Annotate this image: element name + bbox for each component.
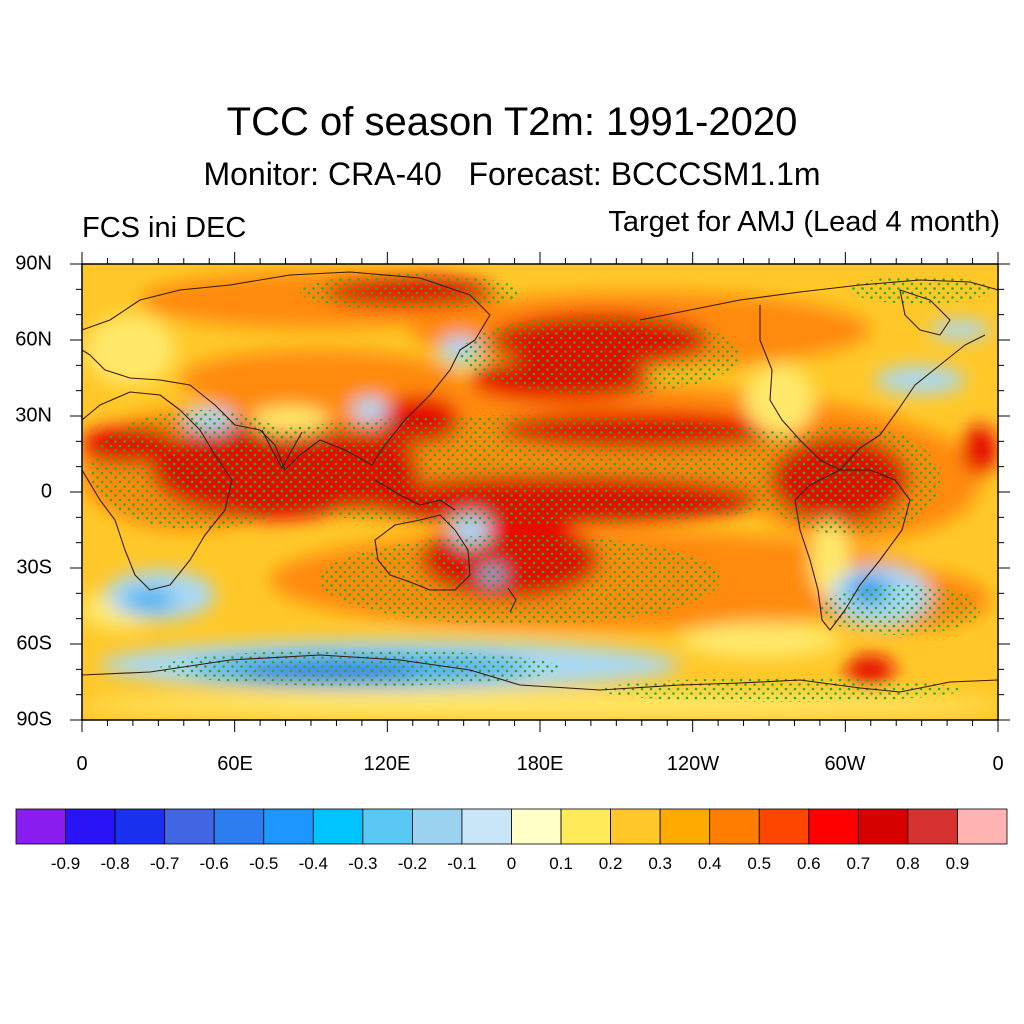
colorbar-swatch: [560, 808, 611, 845]
colorbar-swatch: [164, 808, 215, 845]
colorbar-swatch: [857, 808, 909, 845]
lat-label: 30N: [15, 404, 52, 426]
colorbar-swatch: [114, 808, 166, 845]
map-plot-area: [82, 264, 998, 720]
coast-india: [261, 429, 303, 469]
colorbar-label: 0.6: [797, 854, 821, 873]
lon-label: 0: [992, 753, 1003, 775]
colorbar-swatch: [610, 808, 661, 845]
colorbar-label: -0.4: [299, 854, 328, 873]
coast-africa: [82, 391, 233, 591]
coastlines: [82, 271, 998, 693]
lat-label: 90S: [16, 708, 52, 730]
target-label: Target for AMJ (Lead 4 month): [608, 206, 1000, 238]
coast-south-america: [794, 469, 911, 631]
colorbar-label: -0.8: [100, 854, 129, 873]
lat-label: 30S: [16, 556, 52, 578]
colorbar-label: 0.9: [946, 854, 970, 873]
colorbar-swatch: [15, 808, 66, 845]
colorbar-label: 0.8: [896, 854, 920, 873]
coast-eurasia: [82, 271, 491, 471]
lon-label: 120W: [667, 753, 719, 775]
colorbar-swatch: [808, 808, 859, 845]
colorbar-swatch: [709, 808, 760, 845]
colorbar-swatch: [511, 808, 562, 845]
colorbar-label: 0.4: [698, 854, 722, 873]
colorbar-swatch: [461, 808, 512, 845]
lat-label: 60N: [15, 328, 52, 350]
lon-label: 60E: [217, 753, 253, 775]
colorbar-swatch: [907, 808, 958, 845]
colorbar-swatch: [362, 808, 413, 845]
colorbar-swatch: [65, 808, 116, 845]
colorbar-swatch: [213, 808, 265, 845]
lat-axis-labels: 90N 60N 30N 0 30S 60S 90S: [15, 252, 52, 730]
axis-ticks: [70, 252, 1010, 732]
colorbar-swatch: [312, 808, 364, 845]
lon-label: 120E: [364, 753, 411, 775]
coast-greenland: [899, 289, 951, 336]
lon-label: 180E: [517, 753, 564, 775]
colorbar: -0.9 -0.8 -0.7 -0.6 -0.5 -0.4 -0.3 -0.2 -0.1 0 0.1…: [15, 808, 1008, 873]
colorbar-label: 0.5: [747, 854, 771, 873]
colorbar-label: -0.7: [150, 854, 179, 873]
colorbar-swatch: [659, 808, 711, 845]
lon-label: 0: [76, 753, 87, 775]
colorbar-label: 0: [507, 854, 516, 873]
colorbar-label: -0.9: [51, 854, 80, 873]
chart-title: TCC of season T2m: 1991-2020: [226, 100, 798, 144]
lat-label: 90N: [15, 252, 52, 274]
coast-maritime: [374, 479, 456, 511]
lon-label: 60W: [824, 753, 865, 775]
colorbar-label: 0.1: [549, 854, 573, 873]
colorbar-swatch: [263, 808, 314, 845]
colorbar-swatch: [411, 808, 463, 845]
colorbar-swatch: [957, 808, 1008, 845]
colorbar-label: 0.2: [599, 854, 623, 873]
colorbar-label: -0.5: [249, 854, 278, 873]
chart-subtitle: Monitor: CRA-40 Forecast: BCCCSM1.1m: [203, 156, 821, 192]
colorbar-label: 0.7: [847, 854, 871, 873]
lon-axis-labels: 0 60E 120E 180E 120W 60W 0: [76, 753, 1003, 775]
lat-label: 0: [41, 480, 52, 502]
coast-new-zealand: [507, 587, 517, 613]
colorbar-label: -0.3: [348, 854, 377, 873]
colorbar-label: -0.2: [398, 854, 427, 873]
colorbar-swatch: [758, 808, 810, 845]
colorbar-label: 0.3: [648, 854, 672, 873]
colorbar-label: -0.6: [200, 854, 229, 873]
significance-stipple: [90, 274, 990, 702]
coast-australia: [374, 514, 471, 591]
init-label: FCS ini DEC: [82, 212, 247, 244]
lat-label: 60S: [16, 632, 52, 654]
colorbar-label: -0.1: [447, 854, 476, 873]
coast-antarctica: [82, 654, 998, 693]
map-frame: [70, 252, 1010, 732]
